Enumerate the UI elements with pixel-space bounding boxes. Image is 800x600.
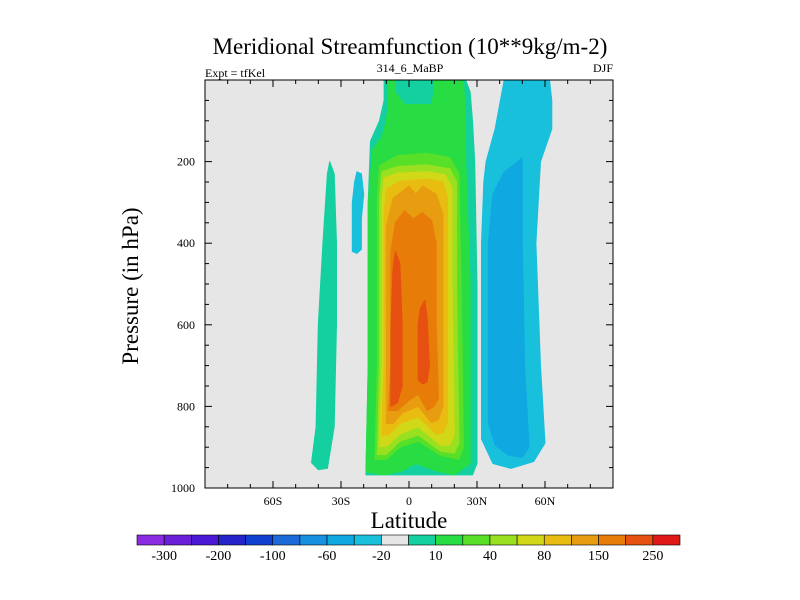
y-tick-label-1000: 1000 xyxy=(171,481,195,495)
colorbar-swatch-6 xyxy=(299,534,328,546)
colorbar-label-0: -300 xyxy=(151,549,177,564)
colorbar-swatch-9 xyxy=(381,534,409,546)
experiment-label: Expt = tfKel xyxy=(205,66,266,80)
y-tick-label-200: 200 xyxy=(177,155,195,169)
colorbar-label-8: 150 xyxy=(588,549,609,564)
colorbar-swatch-4 xyxy=(245,534,274,546)
colorbar-swatch-12 xyxy=(462,534,491,546)
y-axis-ticks: 200 400 600 800 1000 xyxy=(171,79,613,495)
y-tick-label-400: 400 xyxy=(177,236,195,250)
contour-region-0 xyxy=(311,161,337,471)
colorbar-label-9: 250 xyxy=(642,549,663,564)
colorbar-label-7: 80 xyxy=(537,549,551,564)
colorbar-swatch-7 xyxy=(326,534,355,546)
contour-region-11 xyxy=(417,299,430,385)
x-tick-label-30N: 30N xyxy=(467,494,488,508)
x-tick-label-30S: 30S xyxy=(332,494,351,508)
colorbar-swatch-3 xyxy=(218,534,246,546)
x-tick-label-60N: 60N xyxy=(535,494,556,508)
colorbar-label-6: 40 xyxy=(483,549,497,564)
colorbar-swatch-1 xyxy=(163,534,192,546)
contour-region-1 xyxy=(351,171,365,254)
colorbar-swatch-8 xyxy=(353,534,382,546)
chart-title: Meridional Streamfunction (10**9kg/m-2) xyxy=(213,34,608,59)
run-label: 314_6_MaBP xyxy=(377,61,444,75)
y-axis-label: Pressure (in hPa) xyxy=(118,207,143,364)
colorbar: -300 -200 -100 -60 -20 10 40 80 150 250 xyxy=(136,534,681,564)
contour-regions xyxy=(311,79,553,476)
season-label: DJF xyxy=(593,61,613,75)
colorbar-swatch-11 xyxy=(435,534,464,546)
x-axis-ticks: 60S 30S 0 30N 60N xyxy=(204,80,614,508)
x-axis-label: Latitude xyxy=(371,508,448,533)
contour-region-13 xyxy=(487,157,530,458)
y-tick-label-600: 600 xyxy=(177,318,195,332)
colorbar-label-4: -20 xyxy=(372,549,391,564)
colorbar-swatch-0 xyxy=(136,534,165,546)
contour-region-10 xyxy=(390,250,403,407)
colorbar-swatch-16 xyxy=(571,534,599,546)
colorbar-swatch-5 xyxy=(272,534,301,546)
colorbar-swatch-10 xyxy=(408,534,436,546)
colorbar-label-2: -100 xyxy=(260,549,286,564)
colorbar-swatch-18 xyxy=(625,534,654,546)
colorbar-label-1: -200 xyxy=(206,549,232,564)
colorbar-swatch-17 xyxy=(598,534,626,546)
y-tick-label-800: 800 xyxy=(177,399,195,413)
colorbar-swatch-15 xyxy=(543,534,572,546)
colorbar-swatch-13 xyxy=(489,534,518,546)
colorbar-swatch-2 xyxy=(191,534,219,546)
x-tick-label-60S: 60S xyxy=(264,494,283,508)
colorbar-label-3: -60 xyxy=(318,549,337,564)
colorbar-swatch-19 xyxy=(652,534,681,546)
plot-area: 60S 30S 0 30N 60N 200 400 600 800 1000 xyxy=(171,79,614,508)
colorbar-label-5: 10 xyxy=(429,549,443,564)
x-tick-label-0: 0 xyxy=(406,494,412,508)
colorbar-swatch-14 xyxy=(516,534,545,546)
